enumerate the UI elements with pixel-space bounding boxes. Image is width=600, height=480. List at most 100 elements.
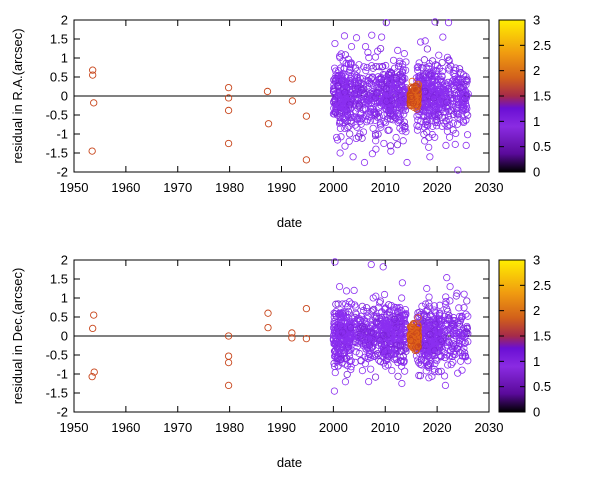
data-point-early [90,368,98,376]
x-tick-label: 1950 [60,180,89,195]
data-point [413,126,422,134]
data-point [393,141,402,149]
data-point [344,307,353,315]
data-point [443,127,452,135]
data-point [463,131,472,139]
data-point [445,311,453,319]
data-point [352,134,360,142]
data-point [383,89,391,98]
data-point [329,88,338,96]
data-point [377,73,385,82]
data-point [350,113,358,121]
data-point [449,313,458,322]
data-point [447,106,455,115]
x-tick-label: 2020 [423,420,452,435]
data-point-cluster [411,93,419,102]
y-tick-label: 0.5 [50,310,68,325]
data-point-early [224,139,233,148]
data-point [357,356,365,365]
data-point [347,94,355,102]
data-point [372,137,380,145]
data-point [452,129,460,138]
data-point [355,349,363,358]
data-point [369,105,377,113]
data-point [358,366,367,375]
data-point [387,147,395,155]
data-point [359,323,367,331]
colorbar-tick-label: 0.5 [533,379,551,394]
y-tick-label: 1.5 [50,272,68,287]
data-point [334,73,342,81]
data-point-outlier [458,366,466,374]
data-point [413,63,421,72]
data-point [375,341,383,349]
data-point [334,96,342,104]
data-point [455,111,463,119]
data-point [332,104,340,113]
data-point [364,100,373,108]
data-point [366,117,375,125]
data-point [440,372,449,380]
y-tick-label: 1.5 [50,32,68,47]
data-point [335,109,343,118]
y-tick-label: 1 [61,291,68,306]
data-point [347,365,355,374]
data-point [367,75,375,83]
colorbar-tick-label: 2 [533,63,540,78]
data-point [414,356,422,364]
data-point [396,319,404,327]
data-point [441,79,449,87]
data-point [334,82,342,91]
data-point [367,80,376,88]
data-point [333,342,341,350]
data-point [382,90,390,98]
data-point [342,104,350,112]
data-point [447,360,455,369]
data-point [341,142,349,150]
data-point [462,109,470,117]
data-point [441,316,449,324]
data-point-early [264,309,272,317]
data-point-outlier [335,282,344,291]
data-point [354,79,363,87]
data-point [445,133,454,141]
data-point [389,104,397,112]
data-point [365,97,373,105]
data-point [449,319,457,327]
data-point [458,313,466,321]
data-point [338,359,346,367]
data-point [442,338,451,347]
data-point [446,352,454,360]
data-point [399,325,407,333]
data-point [397,347,405,355]
data-point-outlier [426,153,434,161]
data-point [341,308,350,316]
data-point [395,327,403,335]
data-point [347,59,355,67]
data-point [330,362,339,371]
data-point [463,75,471,83]
data-point [330,96,339,104]
data-point [376,358,385,366]
data-point [337,330,346,338]
chart-panel-2: 1950 1960 1970 1980 1990 2000 2010 2020 2030-2-1… [10,253,551,471]
data-point [419,64,427,72]
data-point [392,355,401,364]
data-point [345,298,354,306]
data-point [413,112,421,120]
y-tick-label: -0.5 [46,348,68,363]
data-point-outlier [444,19,453,27]
data-point [457,84,465,92]
y-tick-label: 0.5 [50,70,68,85]
data-point [373,84,381,92]
colorbar-tick-label: 1.5 [533,329,551,344]
data-point [415,122,423,131]
data-point [443,274,451,282]
data-point [400,50,408,58]
data-point [448,77,456,85]
data-point [401,367,409,375]
data-point [354,84,362,92]
data-point [428,76,436,85]
data-point-cluster [414,333,423,341]
y-tick-label: 2 [61,253,68,268]
